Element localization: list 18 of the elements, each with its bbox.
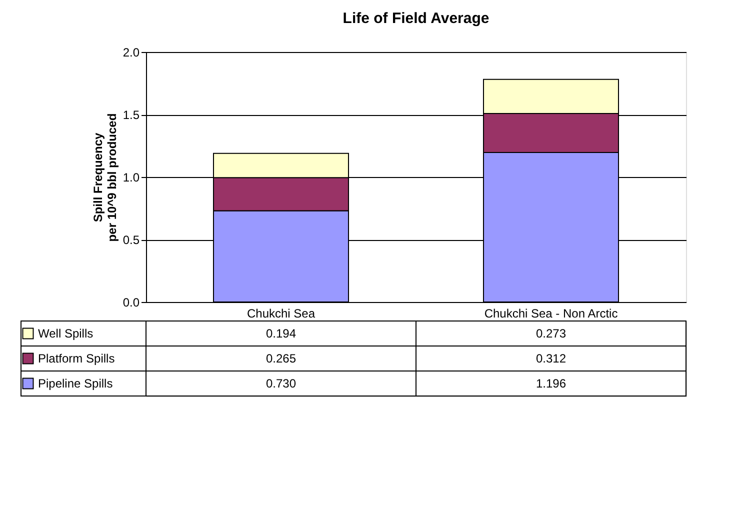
y-tick-label: 0.0 [122,296,140,310]
data-label: 0.730 [266,376,296,390]
data-label: 0.312 [536,352,566,366]
legend-label: Pipeline Spills [38,376,113,390]
data-label: 0.273 [536,326,566,340]
y-tick-label: 1.0 [122,170,140,184]
legend-label: Platform Spills [38,352,115,366]
legend-label: Well Spills [38,326,94,340]
chart-title: Life of Field Average [342,10,490,27]
y-tick-label: 1.5 [122,108,140,122]
x-tick-label: Chukchi Sea [246,306,316,320]
y-axis-title: Spill Frequency per 10^9 bbl produced [90,113,119,242]
data-label: 0.265 [266,352,296,366]
x-tick-label: Chukchi Sea - Non Arctic [484,306,618,320]
y-tick-label: 0.5 [122,233,140,247]
y-tick-label: 2.0 [122,46,140,60]
data-label: 1.196 [536,376,566,390]
data-label: 0.194 [266,326,296,340]
